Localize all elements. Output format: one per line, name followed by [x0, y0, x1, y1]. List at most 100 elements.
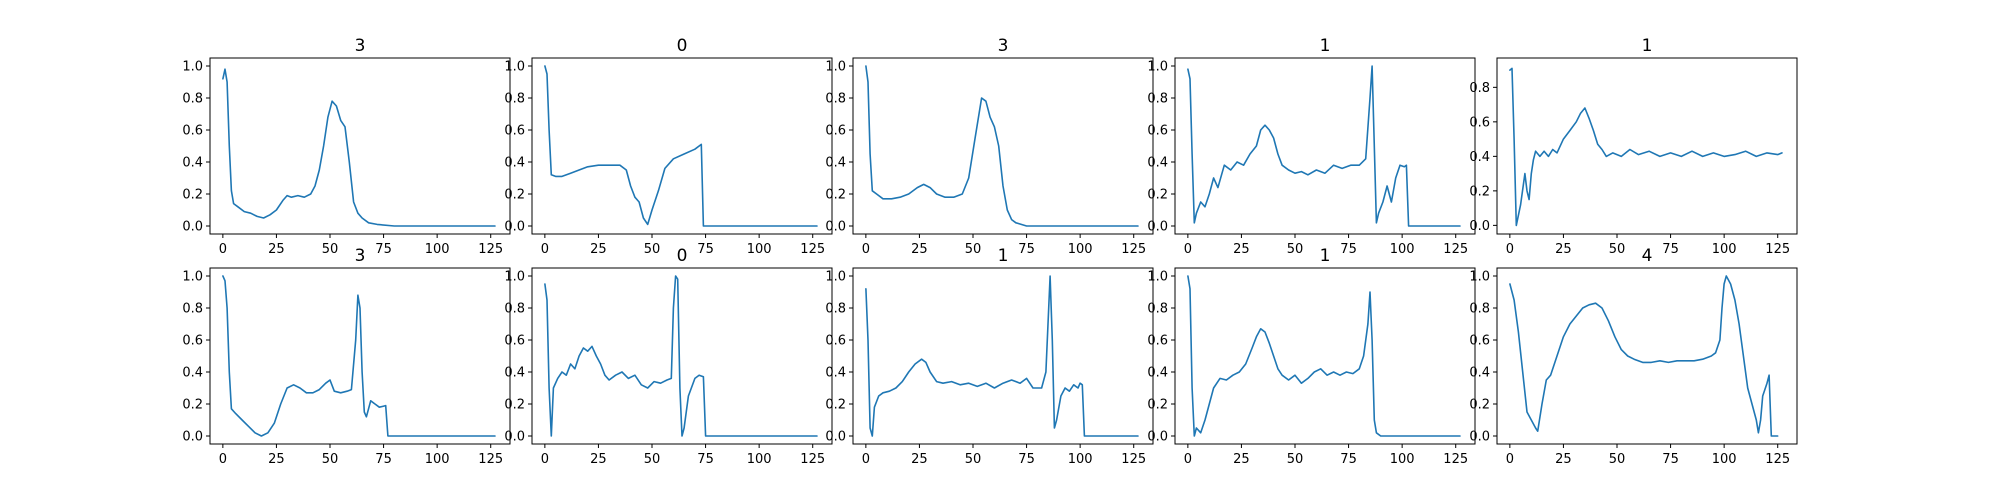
subplot-title: 1 — [1320, 246, 1331, 266]
x-tick-label: 25 — [1555, 242, 1572, 257]
x-tick-label: 125 — [1765, 242, 1790, 257]
y-tick-label: 0.2 — [825, 188, 846, 203]
y-tick-label: 0.8 — [1147, 92, 1168, 107]
y-tick-label: 0.6 — [182, 334, 203, 349]
y-tick-label: 1.0 — [825, 60, 846, 75]
y-tick-label: 1.0 — [182, 270, 203, 285]
y-tick-label: 0.6 — [504, 124, 525, 139]
series-line — [1509, 275, 1779, 437]
y-tick-label: 0.4 — [1469, 366, 1490, 381]
y-tick-label: 1.0 — [1147, 270, 1168, 285]
x-tick-label: 25 — [268, 452, 285, 467]
y-tick-label: 1.0 — [182, 60, 203, 75]
y-tick-label: 0.8 — [1147, 302, 1168, 317]
axes-frame — [1174, 57, 1476, 235]
x-tick-label: 0 — [1506, 452, 1514, 467]
y-tick-label: 0.6 — [504, 334, 525, 349]
y-tick-label: 0.0 — [1469, 430, 1490, 445]
y-tick-label: 0.4 — [182, 156, 203, 171]
y-tick-label: 0.6 — [825, 334, 846, 349]
y-tick-label: 0.6 — [1147, 124, 1168, 139]
subplot-4: 0 25 50 75 100 125 0.0 0.2 0.4 0.6 0.8 1.0 1 — [1147, 36, 1476, 257]
x-tick-label: 0 — [1184, 242, 1192, 257]
subplot-3: 0 25 50 75 100 125 0.0 0.2 0.4 0.6 0.8 1.0 3 — [825, 36, 1154, 257]
x-tick-label: 75 — [1018, 452, 1035, 467]
y-tick-label: 0.6 — [1469, 115, 1490, 130]
y-tick-label: 1.0 — [1469, 270, 1490, 285]
subplot-6: 0 25 50 75 100 125 0.0 0.2 0.4 0.6 0.8 1.0 3 — [182, 246, 511, 467]
x-tick-label: 50 — [322, 452, 339, 467]
subplot-title: 3 — [998, 36, 1009, 56]
y-tick-label: 0.0 — [825, 430, 846, 445]
x-tick-label: 25 — [590, 452, 607, 467]
x-tick-label: 25 — [1233, 242, 1250, 257]
x-tick-label: 25 — [1555, 452, 1572, 467]
x-tick-label: 0 — [219, 452, 227, 467]
y-tick-label: 0.4 — [1147, 156, 1168, 171]
y-tick-label: 0.0 — [1147, 430, 1168, 445]
y-tick-label: 0.2 — [182, 398, 203, 413]
x-tick-label: 50 — [965, 452, 982, 467]
x-tick-label: 100 — [1068, 242, 1093, 257]
x-tick-label: 100 — [1068, 452, 1093, 467]
y-tick-label: 0.2 — [1469, 184, 1490, 199]
subplot-5: 0 25 50 75 100 125 0.0 0.2 0.4 0.6 0.8 1 — [1469, 36, 1798, 257]
y-tick-label: 0.2 — [504, 398, 525, 413]
series-line — [544, 275, 818, 437]
axes-frame — [1496, 267, 1798, 445]
x-tick-label: 100 — [425, 452, 450, 467]
y-tick-label: 0.2 — [1147, 398, 1168, 413]
y-tick-label: 1.0 — [1147, 60, 1168, 75]
y-tick-label: 0.8 — [504, 92, 525, 107]
x-tick-label: 100 — [1712, 452, 1737, 467]
y-tick-label: 0.6 — [1469, 334, 1490, 349]
y-tick-label: 0.4 — [182, 366, 203, 381]
subplot-2: 0 25 50 75 100 125 0.0 0.2 0.4 0.6 0.8 1.0 0 — [504, 36, 833, 257]
axes-frame — [852, 57, 1154, 235]
x-tick-label: 0 — [541, 242, 549, 257]
x-tick-label: 25 — [1233, 452, 1250, 467]
x-tick-label: 25 — [911, 452, 928, 467]
x-tick-label: 25 — [268, 242, 285, 257]
subplot-7: 0 25 50 75 100 125 0.0 0.2 0.4 0.6 0.8 1.0 0 — [504, 246, 833, 467]
x-tick-label: 0 — [862, 452, 870, 467]
series-line — [222, 275, 496, 437]
series-line — [1509, 67, 1783, 227]
x-tick-label: 100 — [425, 242, 450, 257]
y-tick-label: 0.4 — [504, 156, 525, 171]
x-tick-label: 125 — [1121, 452, 1146, 467]
x-tick-label: 125 — [800, 242, 825, 257]
x-tick-label: 75 — [1018, 242, 1035, 257]
x-tick-label: 125 — [478, 452, 503, 467]
y-tick-label: 0.4 — [825, 156, 846, 171]
axes-frame — [209, 267, 511, 445]
y-tick-label: 0.2 — [1147, 188, 1168, 203]
subplot-9: 0 25 50 75 100 125 0.0 0.2 0.4 0.6 0.8 1.0 1 — [1147, 246, 1476, 467]
x-tick-label: 100 — [747, 452, 772, 467]
x-tick-label: 100 — [1712, 242, 1737, 257]
y-tick-label: 0.8 — [182, 302, 203, 317]
y-tick-label: 1.0 — [504, 270, 525, 285]
axes-frame — [531, 57, 833, 235]
x-tick-label: 25 — [911, 242, 928, 257]
subplot-8: 0 25 50 75 100 125 0.0 0.2 0.4 0.6 0.8 1.0 1 — [825, 246, 1154, 467]
subplot-title: 0 — [677, 36, 688, 56]
y-tick-label: 0.0 — [1147, 220, 1168, 235]
series-line — [865, 65, 1139, 227]
y-tick-label: 0.8 — [825, 92, 846, 107]
subplot-title: 3 — [355, 36, 366, 56]
subplot-title: 3 — [355, 246, 366, 266]
x-tick-label: 75 — [697, 242, 714, 257]
x-tick-label: 0 — [1184, 452, 1192, 467]
y-tick-label: 0.2 — [504, 188, 525, 203]
series-line — [865, 275, 1139, 437]
x-tick-label: 100 — [1390, 242, 1415, 257]
x-tick-label: 0 — [1506, 242, 1514, 257]
x-tick-label: 125 — [1121, 242, 1146, 257]
axes-frame — [1174, 267, 1476, 445]
series-line — [222, 68, 496, 227]
y-tick-label: 0.4 — [1147, 366, 1168, 381]
y-tick-label: 0.8 — [182, 92, 203, 107]
y-tick-label: 0.4 — [504, 366, 525, 381]
